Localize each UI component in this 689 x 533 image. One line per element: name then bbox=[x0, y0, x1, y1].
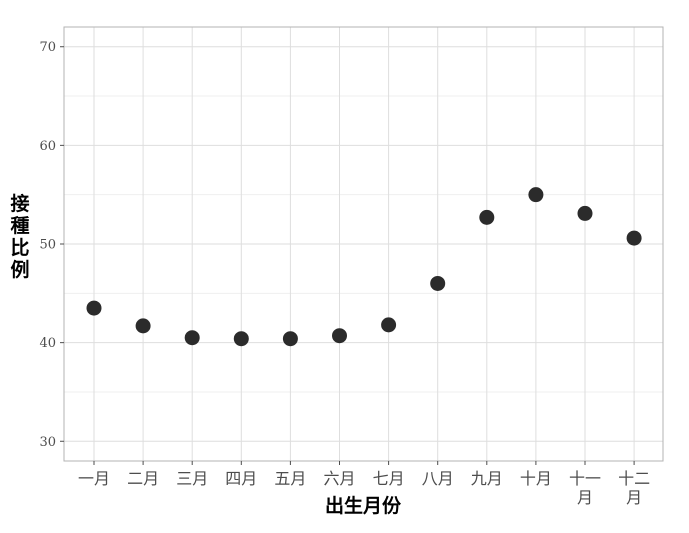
axis-tick-marks bbox=[60, 46, 635, 465]
y-axis-title-char: 接 bbox=[10, 193, 29, 215]
x-tick-label: 三月 bbox=[176, 469, 208, 488]
x-tick-label-line: 十月 bbox=[520, 469, 552, 488]
y-tick-label: 50 bbox=[39, 238, 56, 253]
x-tick-label: 十二月 bbox=[618, 469, 650, 507]
x-tick-label: 十月 bbox=[520, 469, 552, 488]
x-tick-label: 六月 bbox=[323, 469, 355, 488]
y-axis-tick-labels: 30 40 50 60 70 bbox=[39, 40, 56, 450]
x-tick-label-line: 七月 bbox=[373, 469, 405, 488]
x-tick-label: 十一月 bbox=[569, 469, 601, 507]
major-gridlines bbox=[64, 27, 663, 461]
data-point bbox=[626, 230, 642, 246]
data-point bbox=[577, 205, 593, 221]
x-tick-label-line: 四月 bbox=[225, 469, 257, 488]
data-point bbox=[135, 318, 151, 334]
y-axis-title-text: 接種比例 bbox=[10, 193, 29, 281]
y-axis-title-char: 例 bbox=[10, 258, 29, 281]
x-tick-label-line: 二月 bbox=[127, 469, 159, 488]
y-tick-label: 60 bbox=[39, 139, 56, 154]
minor-gridlines bbox=[64, 95, 663, 393]
x-tick-label: 四月 bbox=[225, 469, 257, 488]
data-point bbox=[86, 300, 102, 316]
x-tick-label-line: 八月 bbox=[422, 469, 454, 488]
x-tick-label: 七月 bbox=[373, 469, 405, 488]
x-tick-label-line: 一月 bbox=[78, 469, 110, 488]
x-tick-label-line: 月 bbox=[577, 488, 593, 507]
data-point bbox=[430, 275, 446, 291]
x-tick-label-line: 三月 bbox=[176, 469, 208, 488]
x-tick-label: 二月 bbox=[127, 469, 159, 488]
data-point bbox=[282, 331, 298, 347]
y-axis-title-char: 種 bbox=[10, 215, 29, 237]
x-tick-label-line: 五月 bbox=[274, 469, 306, 488]
data-points bbox=[86, 187, 642, 347]
data-point bbox=[381, 317, 397, 333]
x-axis-title: 出生月份 bbox=[325, 494, 402, 517]
x-tick-label-line: 十一 bbox=[569, 469, 601, 488]
y-tick-label: 70 bbox=[39, 40, 56, 55]
x-tick-label-line: 月 bbox=[626, 488, 642, 507]
y-axis-title: 接種比例 bbox=[10, 193, 29, 281]
x-tick-label: 八月 bbox=[422, 469, 454, 488]
x-tick-label-line: 六月 bbox=[323, 469, 355, 488]
x-tick-label-line: 九月 bbox=[471, 469, 503, 488]
data-point bbox=[332, 328, 347, 344]
data-point bbox=[528, 187, 544, 203]
x-tick-label: 九月 bbox=[471, 469, 503, 488]
data-point bbox=[233, 331, 249, 347]
x-tick-label: 一月 bbox=[78, 469, 110, 488]
y-tick-label: 30 bbox=[39, 435, 56, 450]
x-tick-label-line: 十二 bbox=[618, 469, 650, 488]
data-point bbox=[184, 330, 200, 346]
y-axis-title-char: 比 bbox=[10, 237, 29, 259]
x-tick-label: 五月 bbox=[274, 469, 306, 488]
data-point bbox=[479, 209, 495, 225]
y-tick-label: 40 bbox=[39, 336, 56, 351]
